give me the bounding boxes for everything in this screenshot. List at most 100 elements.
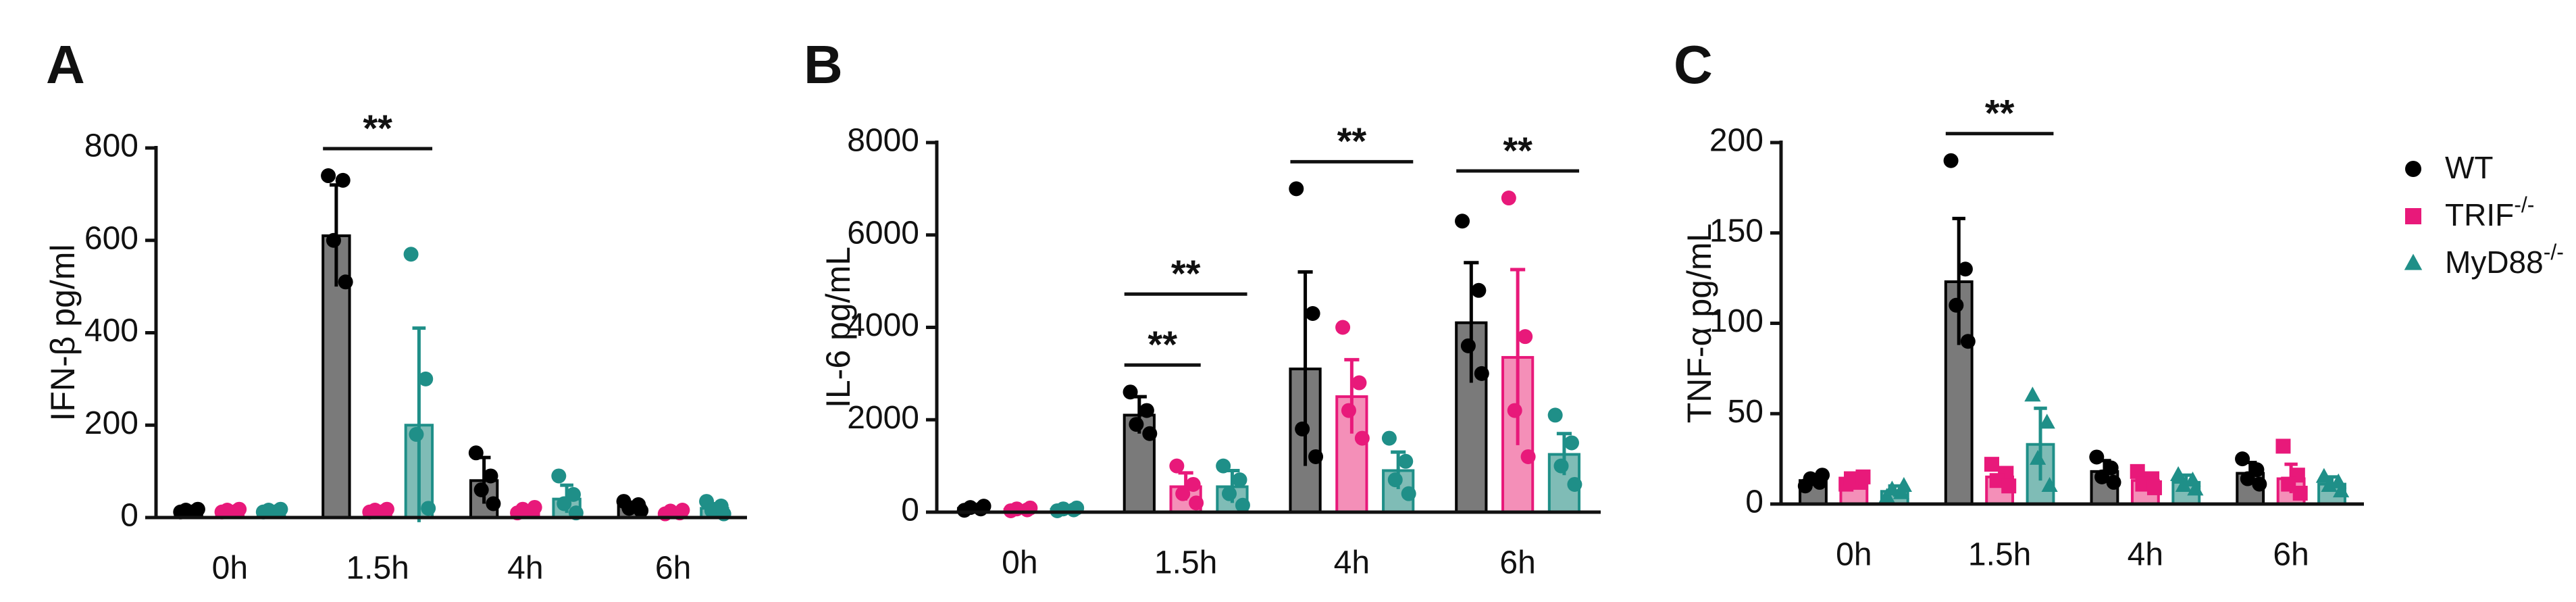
data-point xyxy=(1401,486,1416,501)
panel-label: C xyxy=(1674,34,1713,95)
data-point xyxy=(2252,476,2267,492)
data-point xyxy=(1564,435,1579,451)
panel-label: B xyxy=(804,34,843,95)
data-point xyxy=(2089,449,2105,465)
data-point xyxy=(321,168,336,184)
data-point xyxy=(1139,403,1154,418)
data-point xyxy=(2292,485,2308,501)
legend-marker xyxy=(2405,161,2421,177)
x-tick-label: 0h xyxy=(212,551,248,586)
data-point xyxy=(565,486,581,502)
data-point xyxy=(1232,472,1247,488)
y-tick-label: 200 xyxy=(1709,123,1763,159)
y-tick-label: 200 xyxy=(84,405,138,441)
data-point xyxy=(1855,469,1871,484)
data-point xyxy=(1335,320,1351,335)
legend-marker xyxy=(2404,253,2423,270)
data-point xyxy=(220,503,235,518)
significance-label: ** xyxy=(1503,129,1532,172)
data-point xyxy=(2135,476,2150,492)
data-point xyxy=(2146,480,2162,495)
data-point xyxy=(2094,469,2110,484)
data-point xyxy=(1308,449,1324,464)
data-point xyxy=(1123,384,1138,400)
data-point xyxy=(2024,386,2041,402)
x-tick-label: 4h xyxy=(2128,537,2163,573)
data-point xyxy=(1960,334,1976,349)
data-point xyxy=(1235,497,1250,513)
y-tick-label: 50 xyxy=(1728,394,1763,430)
x-tick-label: 1.5h xyxy=(1154,545,1217,581)
significance-label: ** xyxy=(1171,252,1201,295)
error-bar xyxy=(1952,216,1965,345)
legend-marker xyxy=(2405,208,2421,224)
data-point xyxy=(1056,501,1071,517)
data-point xyxy=(190,501,205,517)
data-point xyxy=(663,503,678,519)
data-point xyxy=(1175,486,1191,501)
x-tick-label: 4h xyxy=(1334,545,1370,581)
data-point xyxy=(418,371,434,386)
significance-label: ** xyxy=(1985,92,2015,134)
data-point xyxy=(1507,403,1522,418)
data-point xyxy=(1398,453,1414,469)
data-point xyxy=(338,274,353,290)
data-point xyxy=(2235,451,2250,467)
data-point xyxy=(551,468,567,484)
x-tick-label: 0h xyxy=(1002,545,1037,581)
data-point xyxy=(326,232,341,248)
data-point xyxy=(261,503,276,518)
x-tick-label: 4h xyxy=(507,551,543,586)
data-point xyxy=(1843,471,1859,486)
data-point xyxy=(2187,480,2204,496)
data-point xyxy=(976,499,991,514)
data-point xyxy=(1949,297,1964,313)
x-tick-label: 1.5h xyxy=(1968,537,2031,573)
y-tick-label: 0 xyxy=(901,493,919,528)
data-point xyxy=(473,482,489,497)
data-point xyxy=(704,503,719,518)
y-tick-label: 600 xyxy=(84,220,138,256)
data-point xyxy=(1129,417,1144,432)
x-tick-label: 6h xyxy=(1499,545,1535,581)
data-point xyxy=(1803,471,1818,486)
data-point xyxy=(1815,468,1830,483)
data-point xyxy=(1474,366,1489,381)
x-tick-label: 6h xyxy=(2273,537,2309,573)
error-bar xyxy=(412,326,426,522)
data-point xyxy=(2321,477,2338,493)
y-tick-label: 0 xyxy=(120,498,138,534)
data-point xyxy=(2038,413,2055,429)
data-point xyxy=(1341,403,1356,418)
data-point xyxy=(1289,181,1304,197)
data-point xyxy=(1957,261,1973,277)
data-point xyxy=(1305,305,1320,321)
data-point xyxy=(2130,463,2145,479)
legend-label: MyD88-/- xyxy=(2445,240,2564,280)
data-point xyxy=(1222,486,1237,501)
error-bar xyxy=(1464,261,1479,383)
data-point xyxy=(232,501,247,517)
data-point xyxy=(1520,449,1536,464)
data-point xyxy=(515,501,530,517)
data-point xyxy=(409,426,424,442)
y-tick-label: 0 xyxy=(1745,484,1763,520)
legend-label: TRIF-/- xyxy=(2445,193,2534,232)
data-point xyxy=(2103,460,2119,476)
data-point xyxy=(2240,471,2255,486)
data-point xyxy=(178,503,194,518)
data-point xyxy=(675,503,690,518)
y-tick-label: 400 xyxy=(84,313,138,349)
data-point xyxy=(1471,282,1487,298)
data-point xyxy=(2275,438,2291,454)
panel-label: A xyxy=(46,34,85,95)
data-point xyxy=(1943,153,1959,168)
y-axis-label: TNF-α pg/mL xyxy=(1680,224,1718,424)
data-point xyxy=(273,501,288,517)
data-point xyxy=(403,247,419,262)
data-point xyxy=(1895,477,1912,493)
data-point xyxy=(2030,449,2046,465)
data-point xyxy=(486,496,501,511)
data-point xyxy=(1009,501,1025,517)
y-tick-label: 6000 xyxy=(847,215,919,251)
